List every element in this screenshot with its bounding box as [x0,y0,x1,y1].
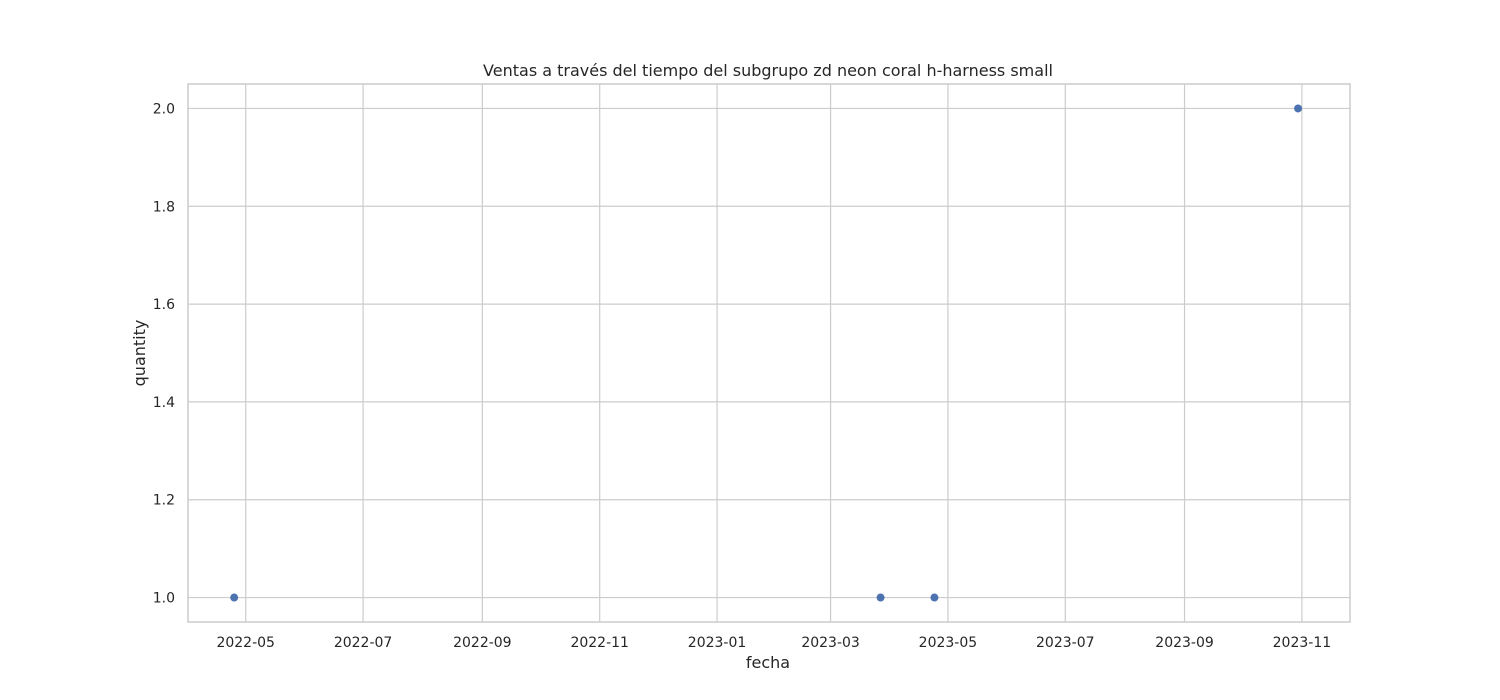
scatter-point [876,593,885,602]
y-tick-label: 2.0 [153,101,175,117]
x-tick-label: 2022-07 [334,635,393,651]
x-tick-label: 2022-05 [216,635,275,651]
x-tick-label: 2022-11 [570,635,629,651]
chart-title: Ventas a través del tiempo del subgrupo … [483,61,1053,80]
x-tick-label: 2022-09 [453,635,512,651]
y-tick-label: 1.2 [153,493,175,509]
plot-frame [187,83,1351,623]
scatter-point [930,593,939,602]
grid [188,84,1350,622]
data-points [230,104,1303,602]
x-tick-label: 2023-09 [1155,635,1214,651]
x-tick-label: 2023-07 [1036,635,1095,651]
x-tick-label: 2023-01 [688,635,747,651]
y-tick-label: 1.0 [153,591,175,607]
scatter-point [1294,104,1303,113]
y-axis-label: quantity [130,320,149,387]
tick-labels: 2022-05 2022-07 2022-09 2022-11 2023-01 2023-… [153,101,1331,651]
scatter-point [230,593,239,602]
y-tick-label: 1.6 [153,297,175,313]
x-axis-label: fecha [746,653,790,672]
x-tick-label: 2023-05 [919,635,978,651]
x-tick-label: 2023-03 [801,635,860,651]
y-tick-label: 1.8 [153,199,175,215]
y-tick-label: 1.4 [153,395,175,411]
x-tick-label: 2023-11 [1273,635,1332,651]
